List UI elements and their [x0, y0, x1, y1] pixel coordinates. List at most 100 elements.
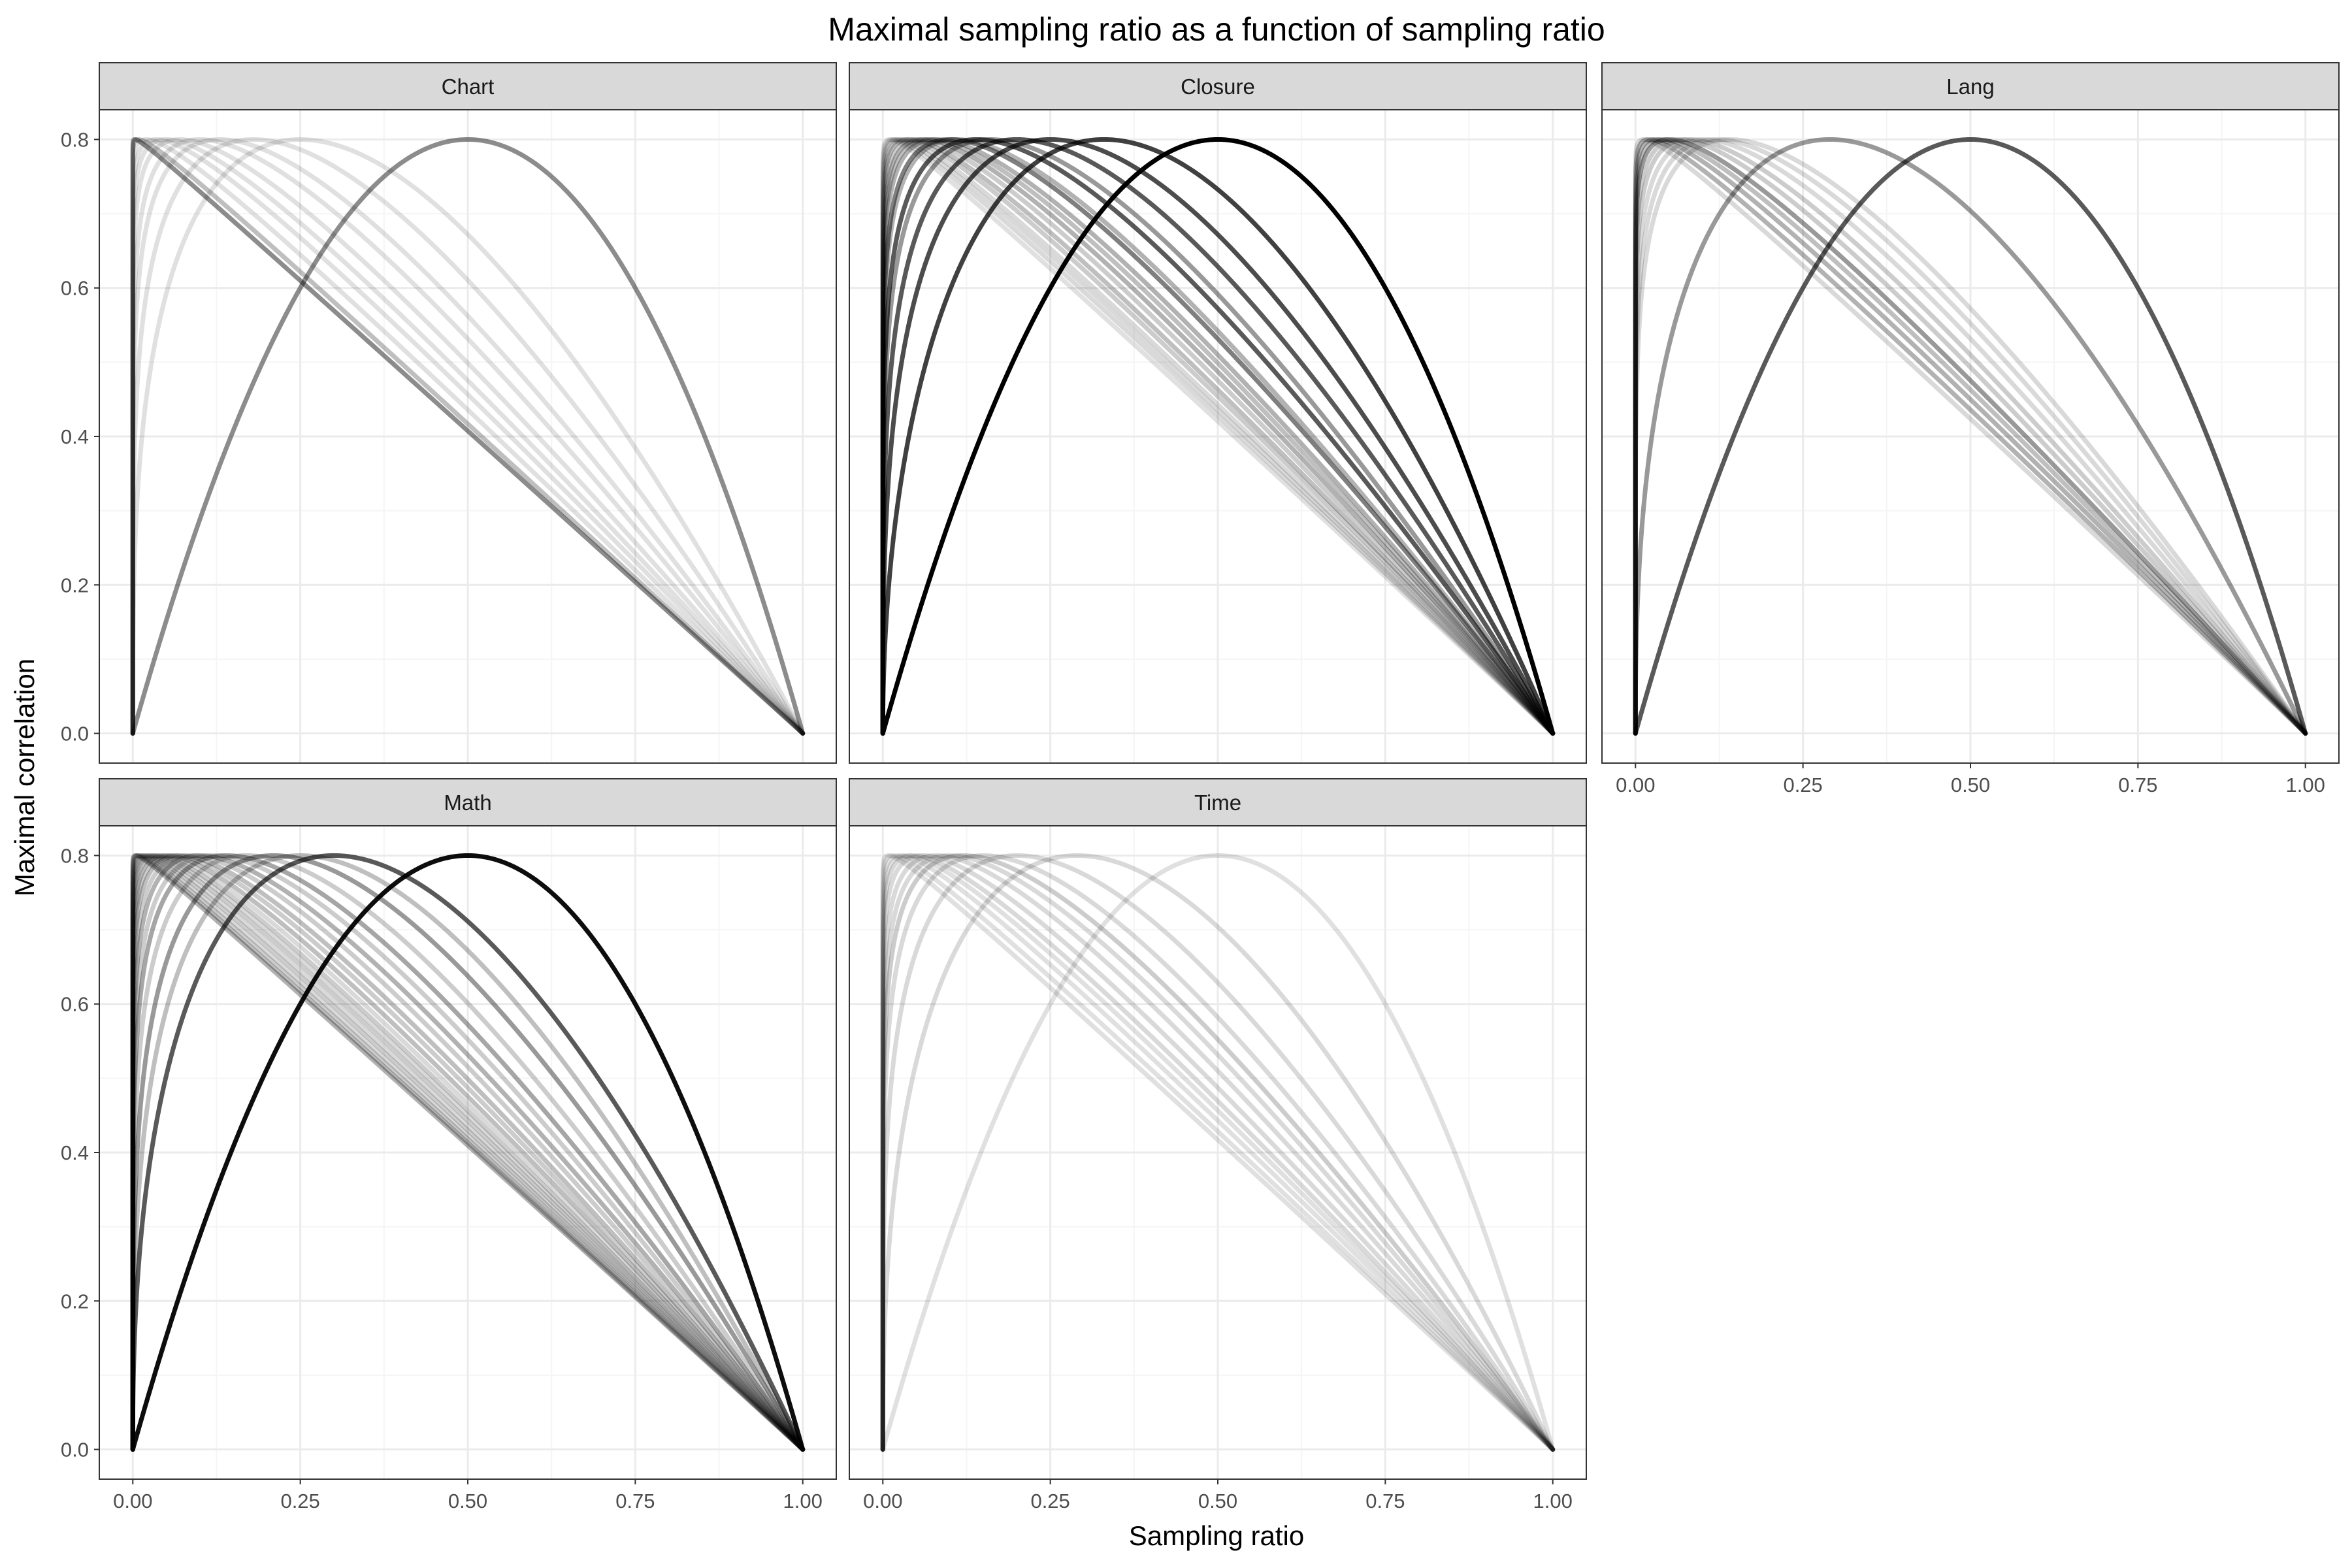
- y-tick-label: 0.4: [61, 425, 89, 448]
- series-line: [880, 853, 1556, 1452]
- x-tick-label: 0.50: [1951, 774, 1990, 796]
- series-lines: [130, 853, 806, 1452]
- series-line: [880, 853, 1556, 1452]
- x-tick-label: 0.75: [1365, 1490, 1405, 1512]
- series-line: [880, 853, 1556, 1452]
- series-line: [1633, 137, 2308, 736]
- series-line: [130, 137, 806, 736]
- series-line: [880, 137, 1556, 736]
- series-line: [880, 853, 1556, 1452]
- series-line: [880, 853, 1556, 1452]
- series-line: [880, 853, 1556, 1452]
- facet-panel-chart: Chart 0.0 0.2 0.4 0.6 0.8: [61, 62, 837, 764]
- y-tick-label: 0.6: [61, 993, 89, 1016]
- series-line: [880, 853, 1556, 1452]
- series-lines: [1633, 137, 2308, 736]
- y-tick-label: 0.0: [61, 723, 89, 745]
- series-line: [130, 853, 806, 1452]
- series-line: [880, 137, 1556, 736]
- series-line: [880, 137, 1556, 736]
- series-line: [1633, 137, 2308, 736]
- series-line: [130, 137, 806, 736]
- series-line: [880, 137, 1556, 736]
- series-line: [130, 853, 806, 1452]
- series-line: [1633, 137, 2308, 736]
- x-tick-label: 0.00: [863, 1490, 902, 1512]
- plot-title: Maximal sampling ratio as a function of …: [828, 11, 1605, 48]
- series-line: [130, 137, 806, 736]
- series-line: [1633, 137, 2308, 736]
- y-tick-label: 0.8: [61, 128, 89, 151]
- series-line: [1633, 137, 2308, 736]
- y-tick-label: 0.4: [61, 1141, 89, 1164]
- series-line: [880, 137, 1556, 736]
- series-line: [130, 853, 806, 1452]
- series-line: [130, 853, 806, 1452]
- series-line: [130, 853, 806, 1452]
- facet-panel-lang: Lang 0.00 0.25 0.50 0.75 1.00: [1601, 62, 2340, 796]
- facet-strip: [1601, 62, 2340, 110]
- x-tick-label: 0.00: [1616, 774, 1655, 796]
- series-lines: [130, 137, 806, 736]
- series-line: [130, 137, 806, 736]
- facet-panel-closure: Closure: [849, 62, 1587, 764]
- x-tick-label: 0.25: [280, 1490, 319, 1512]
- facet-strip-label: Chart: [442, 74, 495, 99]
- series-line: [1633, 137, 2308, 736]
- facet-strip-label: Math: [444, 791, 491, 815]
- series-line: [130, 137, 806, 736]
- series-line: [130, 853, 806, 1452]
- series-line: [880, 137, 1556, 736]
- series-line: [880, 137, 1556, 736]
- series-line: [880, 137, 1556, 736]
- series-line: [880, 137, 1556, 736]
- series-line: [130, 853, 806, 1452]
- facet-panels: Chart 0.0 0.2 0.4 0.6 0.8 Closure Lang 0.00 0.25 0…: [61, 62, 2340, 1512]
- series-line: [1633, 137, 2308, 736]
- facet-strip-label: Lang: [1946, 74, 1994, 99]
- x-tick-label: 0.00: [113, 1490, 152, 1512]
- facet-strip-label: Closure: [1181, 74, 1255, 99]
- series-line: [880, 137, 1556, 736]
- x-tick-label: 1.00: [1533, 1490, 1573, 1512]
- series-line: [130, 853, 806, 1452]
- facet-panel-math: Math 0.0 0.2 0.4 0.6 0.8 0.00 0.25 0.50 0.75 1.00: [61, 778, 837, 1512]
- x-tick-label: 0.50: [448, 1490, 487, 1512]
- series-line: [880, 137, 1556, 736]
- series-line: [880, 853, 1556, 1452]
- series-line: [1633, 137, 2308, 736]
- series-line: [880, 137, 1556, 736]
- series-line: [130, 853, 806, 1452]
- series-line: [130, 137, 806, 736]
- facet-strip: [99, 778, 837, 826]
- series-line: [880, 137, 1556, 736]
- facet-strip: [99, 62, 837, 110]
- series-line: [1633, 137, 2308, 736]
- x-tick-label: 0.75: [2118, 774, 2157, 796]
- series-line: [130, 137, 806, 736]
- x-tick-label: 0.25: [1030, 1490, 1070, 1512]
- series-line: [130, 853, 806, 1452]
- series-line: [130, 853, 806, 1452]
- x-tick-label: 1.00: [783, 1490, 823, 1512]
- series-line: [130, 853, 806, 1452]
- x-tick-label: 0.75: [615, 1490, 655, 1512]
- y-tick-label: 0.2: [61, 574, 89, 596]
- y-tick-label: 0.0: [61, 1439, 89, 1462]
- x-tick-label: 0.50: [1198, 1490, 1237, 1512]
- facet-panel-time: Time 0.00 0.25 0.50 0.75 1.00: [849, 778, 1587, 1512]
- series-line: [130, 853, 806, 1452]
- series-line: [130, 853, 806, 1452]
- series-line: [880, 853, 1556, 1452]
- series-line: [880, 853, 1556, 1452]
- series-line: [880, 853, 1556, 1452]
- series-lines: [880, 137, 1556, 736]
- series-line: [130, 853, 806, 1452]
- series-line: [130, 853, 806, 1452]
- x-tick-label: 1.00: [2286, 774, 2325, 796]
- series-line: [130, 137, 806, 736]
- y-tick-label: 0.8: [61, 844, 89, 867]
- panel-border: [849, 109, 1587, 764]
- facet-strip: [849, 778, 1587, 826]
- facet-strip-label: Time: [1194, 791, 1241, 815]
